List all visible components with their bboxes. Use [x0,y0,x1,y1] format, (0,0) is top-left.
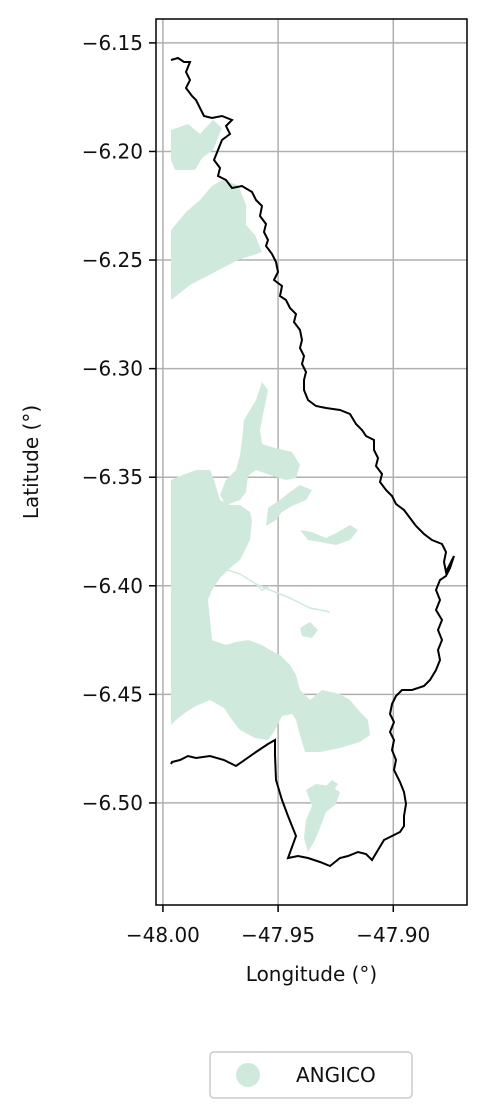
axes-frame [155,18,468,906]
stream-2 [255,583,271,591]
axes: −48.00 −47.95 −47.90 −6.15 −6.20 −6.25 −6.30 −6… [19,18,468,986]
x-tick-label-2: −47.90 [356,923,430,947]
y-tick-label-5: −6.40 [82,574,143,598]
angico-patch-east-3 [300,622,318,638]
legend-label-angico: ANGICO [296,1063,376,1087]
x-tick-label-0: −48.00 [126,923,200,947]
angico-patch-north-1 [171,120,222,170]
legend-box [209,1051,413,1099]
angico-area [171,120,370,852]
y-tick-label-3: −6.30 [82,357,143,381]
angico-patch-east-2 [300,525,358,545]
legend-marker-angico [236,1063,260,1087]
angico-patch-central-1 [220,382,300,505]
angico-patch-west-gap-fill [171,543,186,580]
y-axis-label: Latitude (°) [19,405,43,519]
x-axis-label: Longitude (°) [246,962,377,986]
y-tick-label-2: −6.25 [82,248,143,272]
angico-patch-east-4 [304,784,340,852]
y-tick-label-0: −6.15 [82,31,143,55]
y-tick-label-6: −6.45 [82,682,143,706]
stream-1 [221,567,331,613]
angico-patch-east-5 [326,780,338,790]
legend: ANGICO [209,1051,413,1099]
municipal-boundary [170,56,455,868]
y-tick-label-1: −6.20 [82,139,143,163]
angico-patch-north-2 [171,180,262,300]
y-tick-label-7: −6.50 [82,791,143,815]
y-tick-label-4: −6.35 [82,465,143,489]
angico-patch-south-main [171,470,370,752]
x-tick-label-1: −47.95 [241,923,315,947]
angico-patch-east-1 [266,485,312,526]
stream-lines [221,567,331,613]
